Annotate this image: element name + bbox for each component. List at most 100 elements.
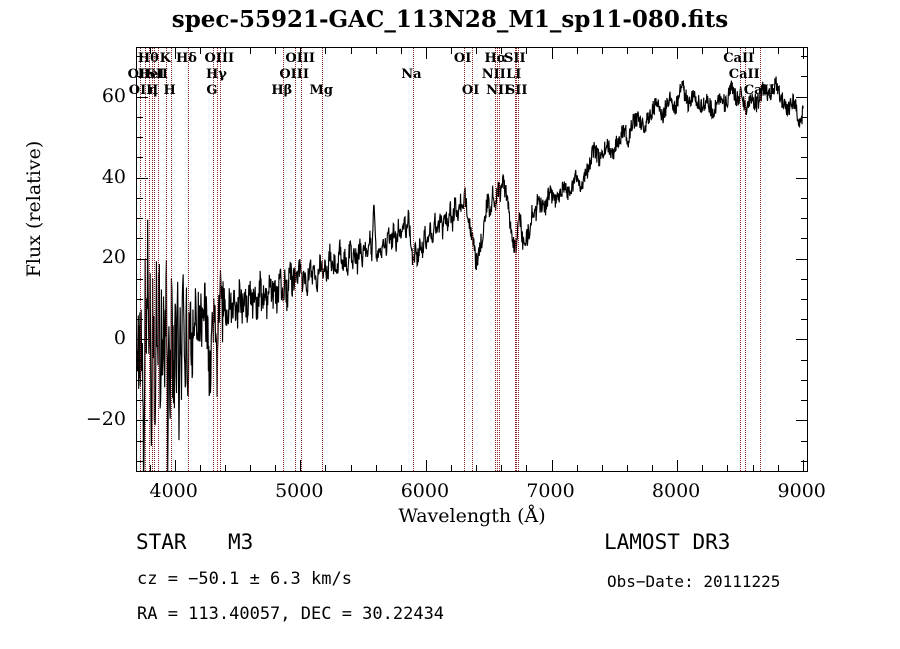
coordinates: RA = 113.40057, DEC = 30.22434 bbox=[137, 604, 445, 624]
x-tick-top bbox=[425, 48, 427, 59]
spectral-line-marker bbox=[170, 48, 172, 471]
x-tick-top bbox=[300, 48, 302, 59]
x-tick-top bbox=[777, 48, 779, 54]
x-tick-top bbox=[199, 48, 201, 54]
x-tick-top bbox=[325, 48, 327, 54]
y-tick bbox=[137, 440, 143, 442]
spectral-line-marker bbox=[295, 48, 297, 471]
x-tick bbox=[149, 465, 151, 471]
y-tick-right bbox=[801, 319, 807, 321]
x-tick-label: 6000 bbox=[400, 480, 450, 502]
spectral-line-marker bbox=[496, 48, 498, 471]
spectral-line-marker bbox=[499, 48, 501, 471]
x-tick bbox=[174, 460, 176, 471]
radial-velocity: cz = −50.1 ± 6.3 km/s bbox=[137, 569, 352, 589]
x-tick-top bbox=[652, 48, 653, 54]
x-tick-top bbox=[576, 48, 578, 54]
y-tick-right bbox=[801, 238, 807, 240]
spectral-line-marker bbox=[220, 48, 222, 471]
y-tick-right bbox=[796, 420, 807, 422]
x-tick-top bbox=[174, 48, 176, 59]
x-tick bbox=[601, 465, 603, 471]
y-tick-label: 60 bbox=[101, 84, 126, 107]
spectral-line-marker bbox=[760, 48, 762, 471]
x-tick-top bbox=[802, 48, 804, 59]
y-tick-right bbox=[801, 56, 807, 58]
y-axis-title: Flux (relative) bbox=[23, 140, 45, 278]
x-tick-top bbox=[677, 48, 679, 59]
spectral-line-marker bbox=[517, 48, 519, 471]
x-tick bbox=[752, 465, 754, 471]
y-tick-right bbox=[801, 218, 807, 219]
spectral-line-label: K bbox=[159, 51, 171, 66]
y-tick bbox=[137, 460, 143, 462]
x-tick-top bbox=[224, 48, 226, 54]
spectral-line-marker bbox=[158, 48, 160, 471]
x-tick bbox=[224, 465, 226, 471]
y-tick bbox=[137, 218, 143, 219]
x-tick bbox=[802, 460, 804, 471]
y-tick-right bbox=[801, 379, 807, 381]
spectral-line-label: η bbox=[148, 83, 158, 98]
y-tick bbox=[137, 96, 148, 98]
spectral-line-marker bbox=[745, 48, 747, 471]
y-tick-right bbox=[796, 339, 807, 341]
x-tick-top bbox=[451, 48, 452, 54]
spectral-line-label: OII bbox=[127, 67, 152, 82]
x-tick-label: 7000 bbox=[526, 480, 575, 502]
spectral-line-marker bbox=[739, 48, 741, 471]
x-tick-label: 4000 bbox=[149, 480, 198, 502]
y-tick bbox=[137, 420, 148, 422]
spectral-line-marker bbox=[144, 48, 146, 471]
x-tick-top bbox=[400, 48, 402, 54]
x-tick-label: 9000 bbox=[777, 480, 826, 502]
y-tick-right bbox=[801, 157, 807, 159]
spectral-line-marker bbox=[149, 48, 151, 471]
y-tick bbox=[137, 137, 143, 138]
y-tick-label: 20 bbox=[101, 246, 126, 269]
spectral-line-label: OIII bbox=[204, 51, 235, 66]
x-tick bbox=[350, 465, 352, 471]
spectral-line-marker bbox=[463, 48, 465, 471]
spectral-line-marker bbox=[213, 48, 214, 471]
line-markers-layer bbox=[137, 48, 807, 471]
x-tick-top bbox=[501, 48, 503, 54]
y-tick-label: 0 bbox=[113, 327, 126, 350]
spectral-line-label: Hα bbox=[484, 51, 507, 66]
spectral-line-marker bbox=[515, 48, 517, 471]
x-tick bbox=[199, 465, 201, 471]
spectral-line-marker bbox=[282, 48, 284, 471]
x-tick-top bbox=[727, 48, 729, 54]
x-tick bbox=[425, 460, 427, 471]
y-tick-right bbox=[801, 460, 807, 462]
y-tick bbox=[137, 116, 143, 118]
spectral-line-label: OIII bbox=[285, 51, 315, 66]
spectral-line-label: Na bbox=[401, 67, 422, 82]
spectral-line-marker bbox=[322, 48, 324, 471]
spectral-line-marker bbox=[217, 48, 219, 471]
spectral-line-label: CaII bbox=[743, 83, 775, 98]
spectrum-trace bbox=[137, 48, 807, 471]
spectral-line-marker bbox=[152, 48, 154, 471]
x-tick bbox=[451, 465, 452, 471]
y-tick bbox=[137, 157, 143, 159]
x-tick bbox=[626, 465, 628, 471]
y-tick bbox=[137, 400, 143, 402]
spectrum-plot[interactable] bbox=[136, 47, 808, 472]
x-tick-top bbox=[250, 48, 251, 54]
spectral-line-label: CaII bbox=[728, 67, 760, 82]
x-tick bbox=[275, 465, 277, 471]
x-tick-top bbox=[350, 48, 352, 54]
x-tick-top bbox=[626, 48, 628, 54]
x-tick bbox=[501, 465, 503, 471]
y-tick bbox=[137, 76, 143, 78]
y-tick-right bbox=[796, 177, 807, 179]
y-tick-right bbox=[801, 197, 807, 199]
spectral-line-label: Mg bbox=[309, 83, 334, 98]
y-tick-right bbox=[796, 96, 807, 98]
x-tick bbox=[727, 465, 729, 471]
survey-label: LAMOST DR3 bbox=[604, 530, 731, 554]
y-tick bbox=[137, 197, 143, 199]
y-tick-right bbox=[801, 76, 807, 78]
spectral-line-marker bbox=[166, 48, 168, 471]
